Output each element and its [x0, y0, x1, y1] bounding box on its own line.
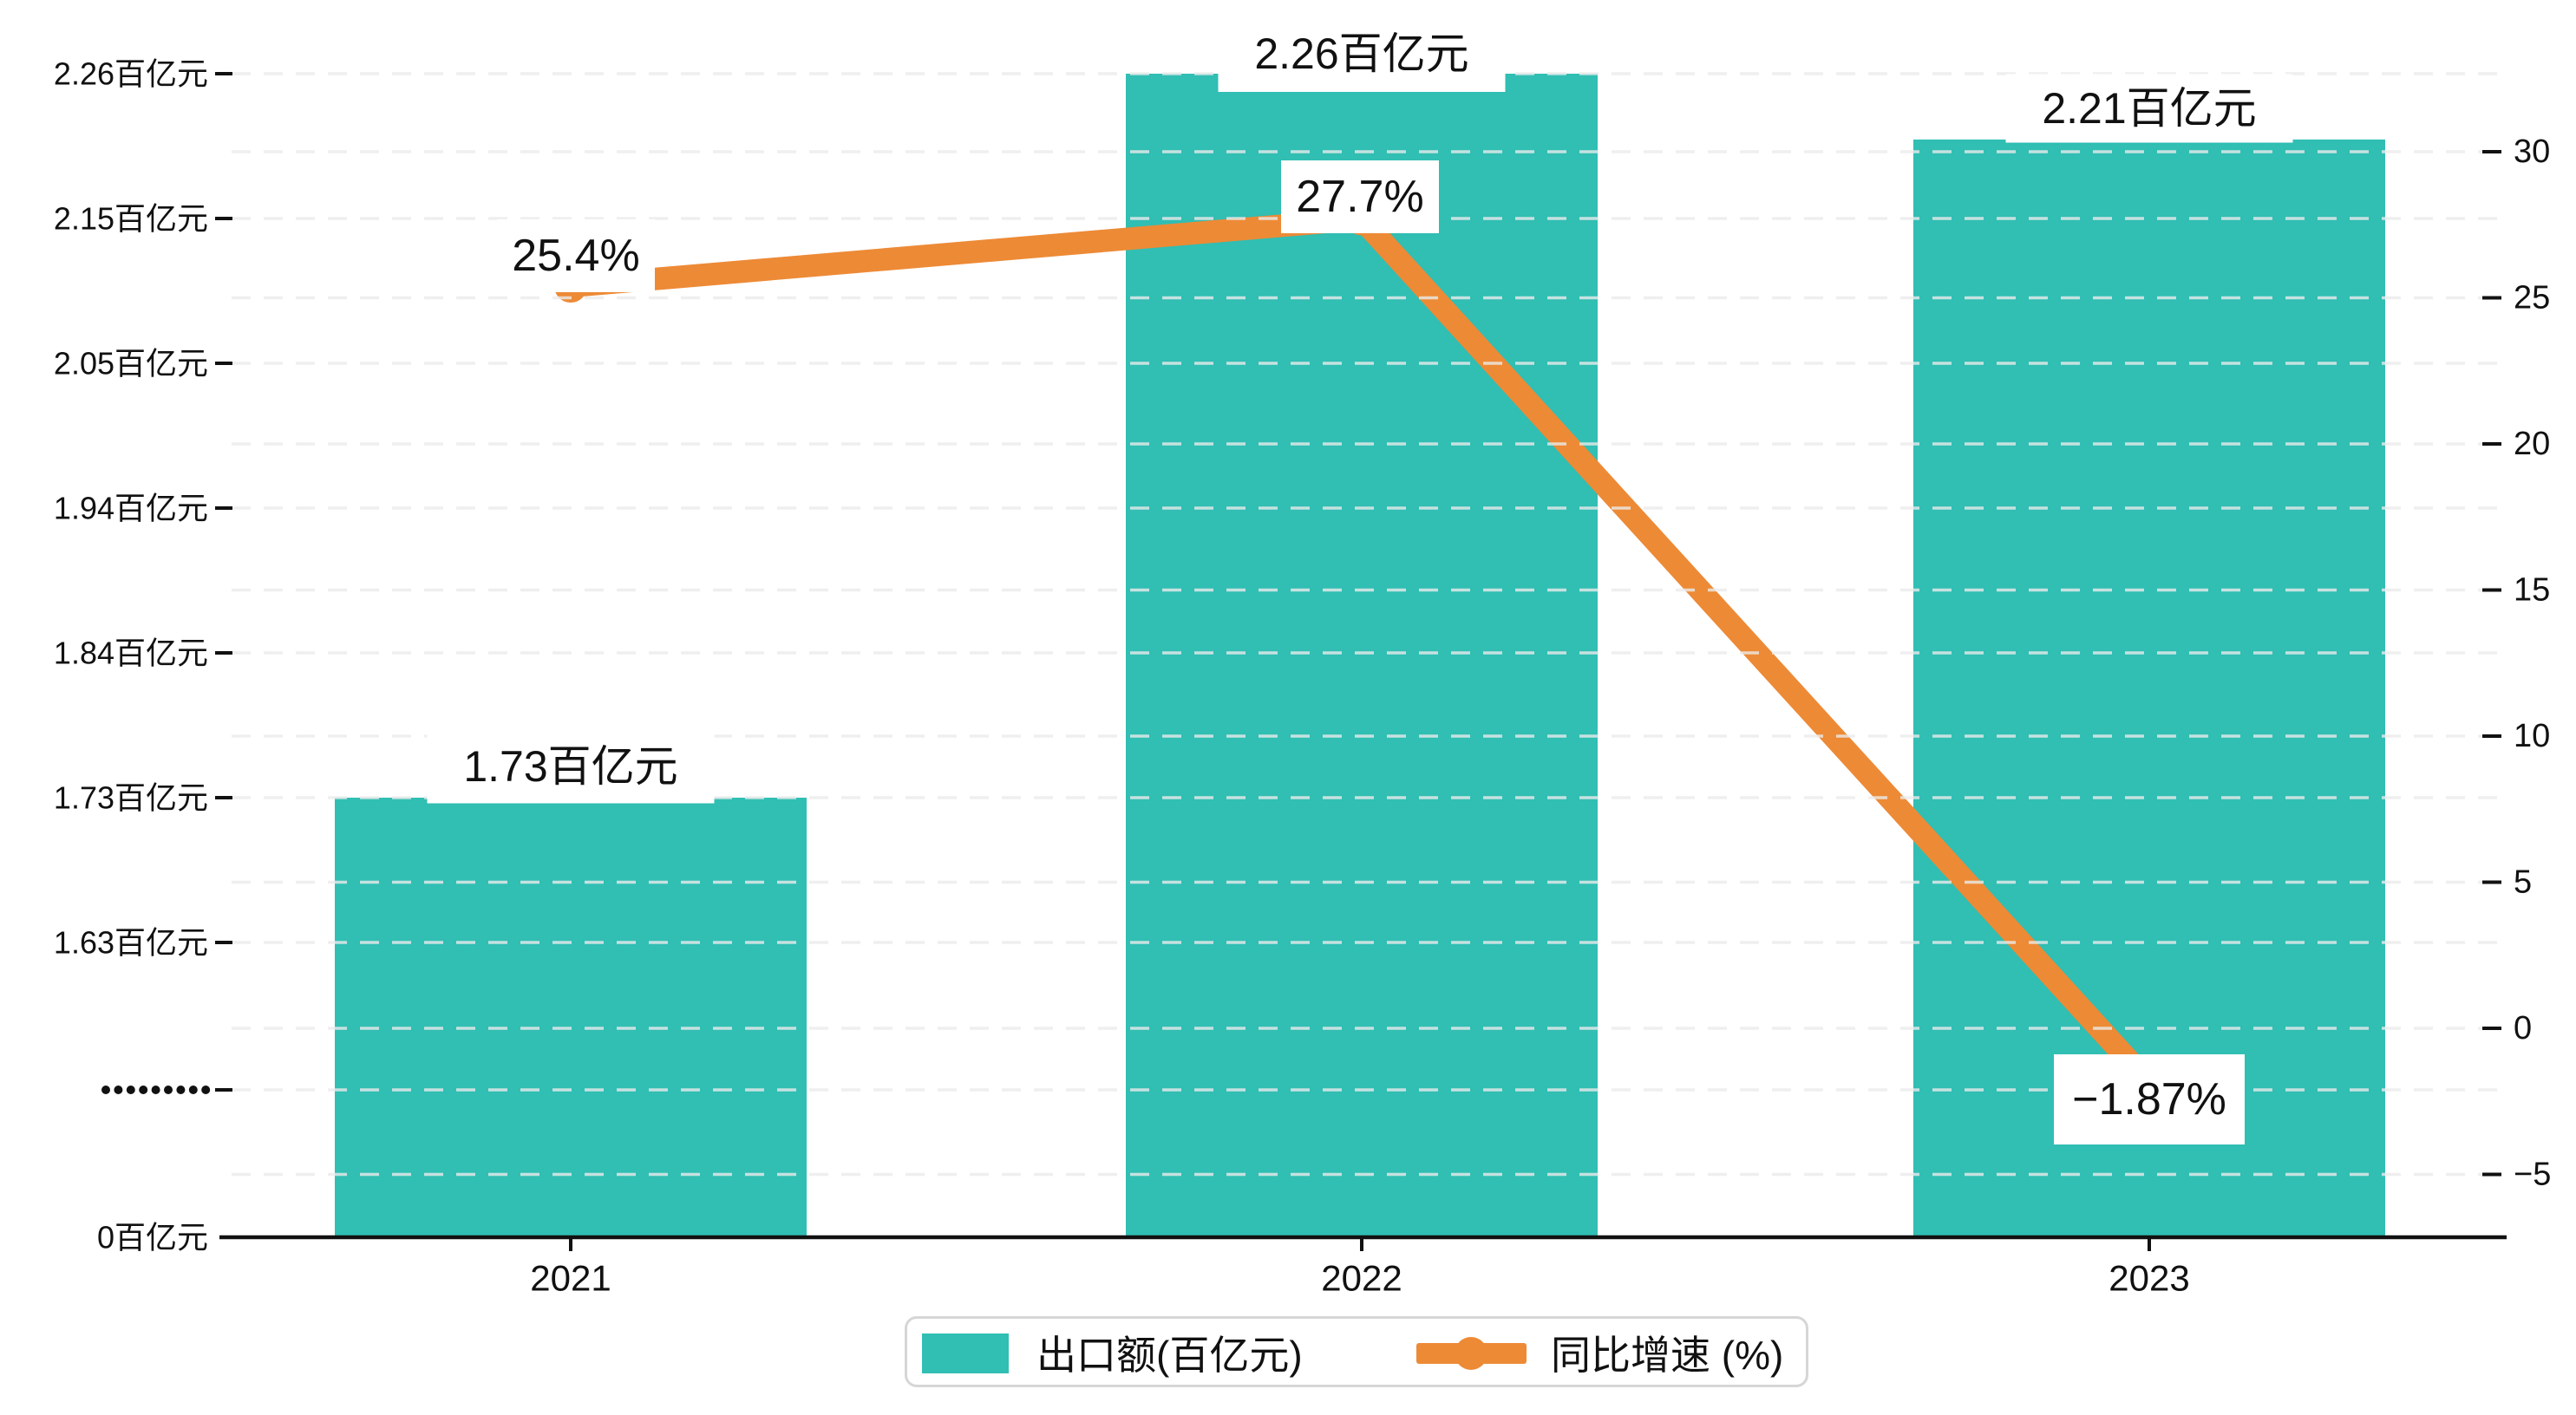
axis-break-dot: [188, 1086, 198, 1094]
line-label-box: [2054, 1054, 2245, 1144]
left-axis-tick-label: 1.94百亿元: [54, 491, 208, 526]
axis-break-dot: [126, 1086, 135, 1094]
bar-2022: [1126, 74, 1598, 1237]
legend: 出口额(百亿元) 同比增速 (%): [905, 1316, 1808, 1387]
axis-break-dot: [201, 1086, 211, 1094]
axis-break-dot: [101, 1086, 110, 1094]
data-labels-group: 1.73百亿元 2.26百亿元 2.21百亿元 25.4% 27.7% −1.87%: [427, 16, 2293, 1144]
left-axis-tick-label: 2.05百亿元: [54, 346, 208, 381]
right-axis-tick-label: 0: [2514, 1010, 2532, 1047]
legend-item-growth-label: 同比增速 (%): [1551, 1333, 1784, 1378]
bar-label-box: [427, 729, 715, 804]
right-axis-tick-label: 30: [2514, 134, 2550, 170]
left-axis-tick-label: 1.73百亿元: [54, 780, 208, 816]
right-axis-tick-label: 15: [2514, 572, 2550, 609]
left-axis-tick-label: 1.84百亿元: [54, 636, 208, 671]
axes-group: 2.26百亿元 2.15百亿元 2.05百亿元 1.94百亿元 1.84百亿元 1.73百…: [54, 56, 2551, 1299]
legend-dot-marker-icon: [1455, 1337, 1487, 1370]
line-label-box: [1281, 160, 1439, 233]
bar-series-group: [335, 74, 2385, 1238]
line-data-label-2022: 27.7%: [1296, 172, 1423, 222]
line-data-label-2021: 25.4%: [512, 231, 639, 281]
left-axis-zero-label: 0百亿元: [97, 1220, 208, 1255]
line-label-box: [497, 219, 655, 292]
x-axis-label-2022: 2022: [1321, 1258, 1402, 1299]
right-axis-tick-label: 25: [2514, 280, 2550, 316]
axis-break-dot: [176, 1086, 186, 1094]
axis-break-dot: [164, 1086, 173, 1094]
bar-2023: [1913, 139, 2385, 1238]
legend-bar-swatch-icon: [922, 1333, 1009, 1373]
axis-break-dot: [139, 1086, 148, 1094]
bar-data-label-2023: 2.21百亿元: [2042, 84, 2256, 133]
bar-data-label-2022: 2.26百亿元: [1254, 29, 1468, 78]
axis-break-dot: [114, 1086, 123, 1094]
right-axis-tick-label: 10: [2514, 718, 2550, 754]
right-axis-tick-label: 5: [2514, 864, 2532, 901]
right-axis-tick-label: −5: [2514, 1157, 2551, 1193]
x-axis-label-2023: 2023: [2109, 1258, 2189, 1299]
bar-2021: [335, 798, 807, 1237]
left-axis-tick-label: 2.26百亿元: [54, 56, 208, 92]
x-axis-label-2021: 2021: [530, 1258, 611, 1299]
legend-item-export-label: 出口额(百亿元): [1036, 1333, 1303, 1378]
bar-data-label-2021: 1.73百亿元: [463, 742, 677, 791]
bar-label-box: [1218, 16, 1506, 92]
left-axis-tick-label: 2.15百亿元: [54, 201, 208, 237]
line-data-label-2023: −1.87%: [2072, 1074, 2226, 1125]
axis-break-dot: [151, 1086, 160, 1094]
right-axis-tick-label: 20: [2514, 426, 2550, 462]
left-axis-tick-label: 1.63百亿元: [54, 925, 208, 961]
bar-label-box: [2005, 74, 2293, 143]
